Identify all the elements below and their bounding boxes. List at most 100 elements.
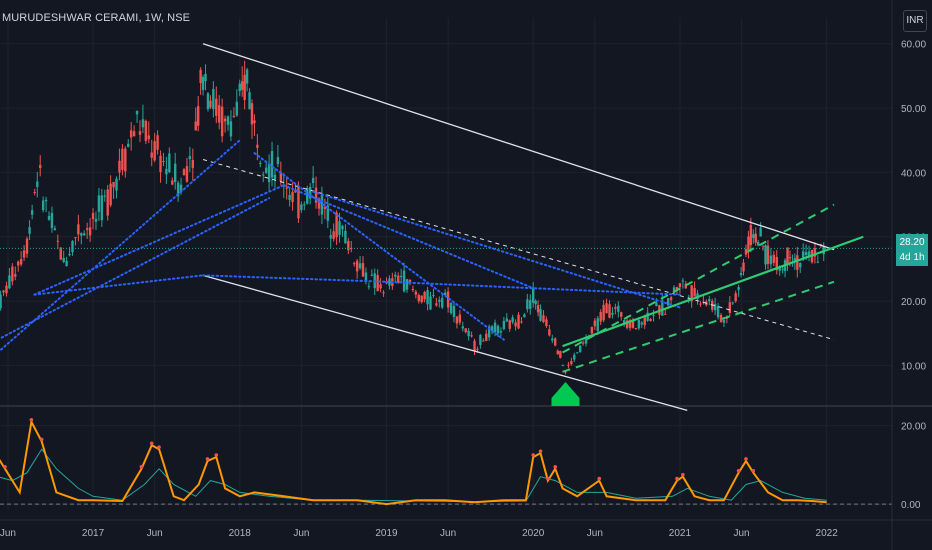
green-channel-upper[interactable] bbox=[562, 203, 835, 354]
candle-body bbox=[539, 309, 542, 321]
candle-body bbox=[218, 105, 221, 123]
candle-body bbox=[185, 166, 189, 182]
time-tick-label: Jun bbox=[0, 528, 16, 539]
indicator-spike-marker bbox=[214, 453, 219, 457]
candle-body bbox=[182, 169, 186, 176]
last-price-tag: 28.20 4d 1h bbox=[896, 234, 928, 266]
candle-body bbox=[620, 312, 623, 317]
time-tick-label: Jun bbox=[147, 528, 163, 539]
candle-body bbox=[622, 320, 626, 324]
candle-body bbox=[455, 316, 459, 324]
dotted-trend-line[interactable] bbox=[33, 274, 205, 296]
candle-body bbox=[487, 326, 491, 338]
candle-body bbox=[215, 98, 218, 116]
candle-body bbox=[100, 195, 104, 221]
candle-body bbox=[344, 230, 347, 244]
candle-body bbox=[713, 303, 717, 311]
candle-body bbox=[168, 153, 171, 173]
upper-channel-line[interactable] bbox=[202, 43, 835, 251]
candle-body bbox=[256, 144, 259, 148]
dotted-trend-line[interactable] bbox=[33, 184, 285, 296]
candle-body bbox=[317, 198, 321, 209]
lower-channel-line[interactable] bbox=[202, 274, 688, 412]
candle-body bbox=[121, 148, 124, 170]
dotted-trend-line[interactable] bbox=[0, 197, 271, 340]
candle-body bbox=[426, 290, 429, 305]
currency-badge[interactable]: INR bbox=[903, 10, 927, 32]
candle-body bbox=[14, 274, 17, 277]
dotted-trend-line[interactable] bbox=[202, 274, 388, 283]
candle-body bbox=[799, 262, 802, 268]
candle-body bbox=[788, 257, 792, 259]
candle-body bbox=[423, 292, 426, 300]
green-channel-lower[interactable] bbox=[562, 280, 835, 373]
candle-body bbox=[590, 327, 594, 334]
candle-body bbox=[326, 205, 329, 221]
candle-body bbox=[106, 189, 109, 216]
candle-body bbox=[379, 284, 382, 289]
candle-body bbox=[542, 315, 545, 323]
candle-body bbox=[778, 266, 781, 271]
candle-body bbox=[796, 255, 799, 270]
mid-channel-dashed-line[interactable] bbox=[202, 159, 835, 341]
candle-body bbox=[11, 266, 14, 282]
candle-body bbox=[28, 227, 31, 234]
price-tick-label: 60.00 bbox=[901, 40, 926, 51]
candle-body bbox=[496, 325, 500, 334]
candle-body bbox=[191, 160, 195, 168]
dotted-trend-line[interactable] bbox=[282, 184, 535, 290]
indicator-spike-marker bbox=[3, 465, 7, 469]
candle-body bbox=[174, 163, 177, 182]
candle-body bbox=[722, 320, 726, 323]
candle-body bbox=[517, 314, 520, 329]
green-channel-mid[interactable] bbox=[562, 235, 864, 348]
candle-body bbox=[147, 135, 150, 140]
price-tick-label: 50.00 bbox=[901, 104, 926, 115]
time-tick-label: Jun bbox=[293, 528, 309, 539]
candle-body bbox=[159, 155, 162, 173]
candle-body bbox=[739, 272, 743, 276]
time-tick-label: 2020 bbox=[522, 528, 545, 539]
candle-body bbox=[640, 322, 643, 325]
candle-body bbox=[576, 352, 579, 354]
candle-body bbox=[446, 291, 450, 308]
candle-body bbox=[127, 143, 130, 148]
candle-body bbox=[573, 354, 576, 360]
dotted-trend-line[interactable] bbox=[385, 280, 681, 296]
dotted-trend-line[interactable] bbox=[312, 190, 681, 309]
candle-body bbox=[245, 69, 249, 84]
candle-body bbox=[502, 320, 506, 330]
candle-body bbox=[273, 174, 277, 179]
candle-body bbox=[764, 245, 767, 265]
candle-body bbox=[532, 288, 535, 303]
dotted-trend-line[interactable] bbox=[0, 139, 241, 352]
candle-body bbox=[731, 302, 734, 304]
candle-body bbox=[761, 245, 765, 247]
candle-body bbox=[229, 121, 233, 137]
candle-body bbox=[201, 77, 205, 90]
candle-body bbox=[397, 275, 400, 283]
candle-body bbox=[617, 305, 620, 312]
indicator-spike-marker bbox=[149, 441, 154, 446]
time-tick-label: 2021 bbox=[669, 528, 692, 539]
candle-body bbox=[756, 242, 760, 246]
candle-body bbox=[232, 115, 236, 118]
candle-body bbox=[435, 303, 438, 306]
candle-body bbox=[176, 182, 180, 197]
candle-body bbox=[241, 81, 244, 90]
dotted-trend-line[interactable] bbox=[253, 152, 505, 341]
candle-body bbox=[408, 279, 412, 283]
candle-body bbox=[652, 315, 655, 317]
candle-body bbox=[179, 184, 183, 193]
candle-body bbox=[361, 263, 365, 277]
candle-body bbox=[769, 255, 773, 265]
candle-body bbox=[212, 89, 215, 110]
candle-body bbox=[341, 225, 344, 230]
candle-body bbox=[338, 221, 341, 235]
candle-body bbox=[162, 160, 165, 162]
candle-body bbox=[634, 327, 638, 329]
indicator-spike-marker bbox=[531, 453, 536, 457]
candle-body bbox=[97, 195, 101, 212]
candle-body bbox=[50, 212, 54, 229]
